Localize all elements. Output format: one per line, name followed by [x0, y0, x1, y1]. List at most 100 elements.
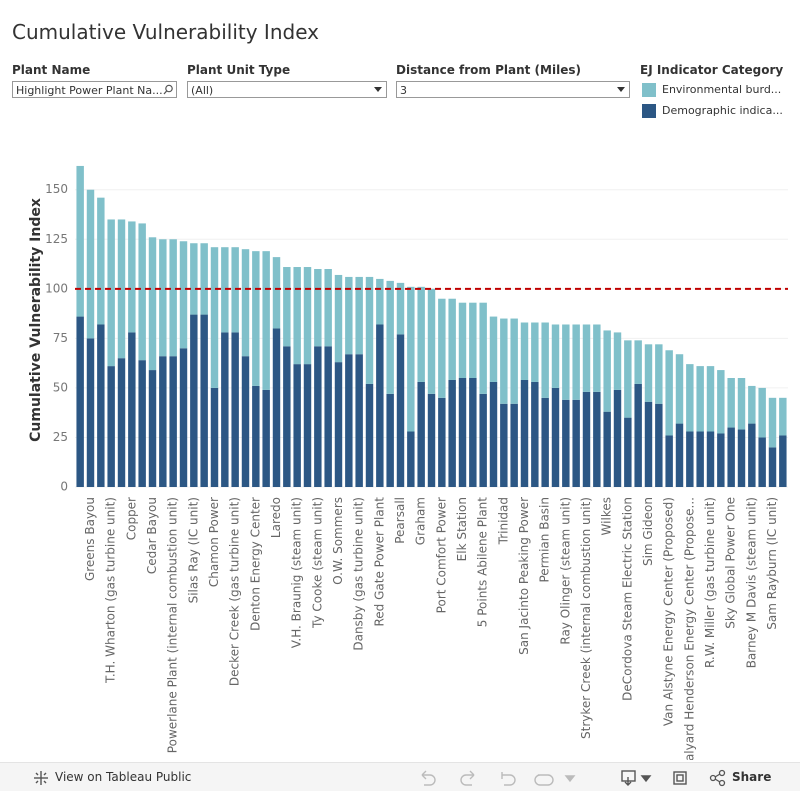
bar-segment [593, 391, 601, 487]
x-tick-label: Sam Rayburn (IC unit) [765, 497, 779, 630]
search-box[interactable]: Highlight Power Plant Na... [12, 81, 177, 98]
x-tick-label: Stryker Creek (internal combustion unit) [579, 497, 593, 739]
bar-segment [624, 417, 632, 487]
bar-segment [779, 397, 787, 436]
bar-segment [768, 397, 777, 448]
bar-segment [179, 348, 188, 487]
bar-segment [252, 385, 260, 487]
bar-segment [675, 354, 684, 424]
x-tick-label: Dansby (gas turbine unit) [352, 497, 366, 651]
bar-segment [489, 316, 498, 382]
bar-segment [748, 385, 756, 424]
bar-segment [479, 302, 487, 394]
bar-segment [407, 286, 415, 432]
bar-segment [562, 399, 570, 487]
bar-segment [97, 197, 105, 325]
bar-segment [737, 378, 746, 430]
bar-segment [355, 354, 363, 487]
bar-segment [706, 366, 715, 432]
dashboard-title: Cumulative Vulnerability Index [12, 20, 319, 44]
bar-segment [324, 346, 332, 487]
x-tick-label: Greens Bayou [83, 497, 97, 581]
bar-segment [520, 379, 529, 487]
y-axis-label: Cumulative Vulnerability Index [28, 198, 44, 442]
bar-segment [551, 387, 560, 487]
bar-segment [97, 324, 105, 487]
x-tick-label: DeCordova Steam Electric Station [620, 497, 634, 701]
bar-segment [686, 431, 694, 487]
bar-segment [582, 391, 591, 487]
bar-segment [748, 423, 756, 487]
bar-segment [500, 318, 508, 404]
bar-segment [396, 282, 405, 335]
x-tick-label: San Jacinto Peaking Power [517, 497, 531, 655]
bar-segment [190, 314, 198, 487]
filter-label: Plant Name [12, 63, 91, 77]
x-tick-label: Sim Gideon [641, 497, 655, 566]
bar-segment [768, 447, 777, 487]
bar-segment [252, 251, 260, 386]
bar-segment [551, 324, 560, 388]
bar-segment [314, 269, 322, 347]
x-tick-label: Permian Basin [538, 497, 552, 583]
x-tick-label: R.W. Miller (gas turbine unit) [703, 497, 717, 668]
bar-segment [107, 219, 115, 367]
bar-segment [314, 346, 322, 487]
bar-segment [675, 423, 684, 487]
dropdown-arrow [374, 87, 382, 92]
bar-segment [262, 251, 270, 390]
bar-segment [458, 378, 467, 487]
bar-segment [138, 360, 146, 487]
bar-segment [303, 267, 312, 365]
y-tick-label: 100 [45, 281, 68, 295]
x-tick-label: Silas Ray (IC unit) [186, 497, 200, 603]
bar-segment [541, 397, 549, 487]
bar-segment [531, 381, 539, 487]
bar-segment [396, 334, 405, 487]
bar-segment [438, 298, 446, 398]
bar-segment [572, 324, 580, 400]
x-tick-label: Denton Energy Center [248, 497, 262, 631]
bar-segment [582, 324, 591, 392]
legend-label[interactable]: Environmental burd... [662, 83, 782, 96]
legend-label[interactable]: Demographic indica... [662, 104, 783, 117]
bar-segment [355, 276, 363, 355]
bar-segment [510, 403, 518, 487]
bar-segment [159, 356, 167, 487]
bar-segment [613, 389, 622, 487]
bar-segment [345, 276, 353, 355]
bar-segment [706, 431, 715, 487]
bar-segment [117, 358, 126, 487]
dropdown-value: 3 [400, 84, 407, 97]
bar-segment [190, 243, 198, 315]
bar-segment [407, 431, 415, 487]
x-tick-label: Barney M Davis (steam unit) [744, 497, 758, 668]
bar-segment [727, 378, 735, 428]
bar-segment [345, 354, 353, 487]
x-tick-label: 5 Points Abilene Plant [476, 497, 490, 628]
dropdown[interactable]: (All) [187, 81, 387, 98]
y-tick-label: 25 [53, 430, 68, 444]
bar-segment [634, 383, 642, 487]
view-link[interactable]: View on Tableau Public [55, 770, 192, 784]
undo-redo-icons [421, 770, 576, 786]
bar-segment [541, 322, 549, 398]
x-tick-label: Pearsall [393, 497, 407, 544]
y-tick-label: 0 [60, 480, 68, 494]
bar-segment [324, 269, 332, 347]
share-button[interactable]: Share [732, 770, 772, 784]
bar-segment [221, 332, 229, 487]
bar-segment [427, 288, 436, 394]
bar-segment [665, 350, 673, 436]
dropdown-arrow [617, 87, 625, 92]
bar-segment [386, 393, 394, 487]
legend-swatch [642, 83, 656, 97]
y-tick-label: 150 [45, 182, 68, 196]
x-tick-label: Red Gate Power Plant [372, 497, 386, 627]
x-tick-label: Decker Creek (gas turbine unit) [228, 497, 242, 686]
bar-segment [417, 286, 425, 382]
x-tick-label: V.H. Braunig (steam unit) [290, 497, 304, 648]
bar-segment [644, 344, 653, 402]
dropdown[interactable]: 3 [396, 81, 630, 98]
